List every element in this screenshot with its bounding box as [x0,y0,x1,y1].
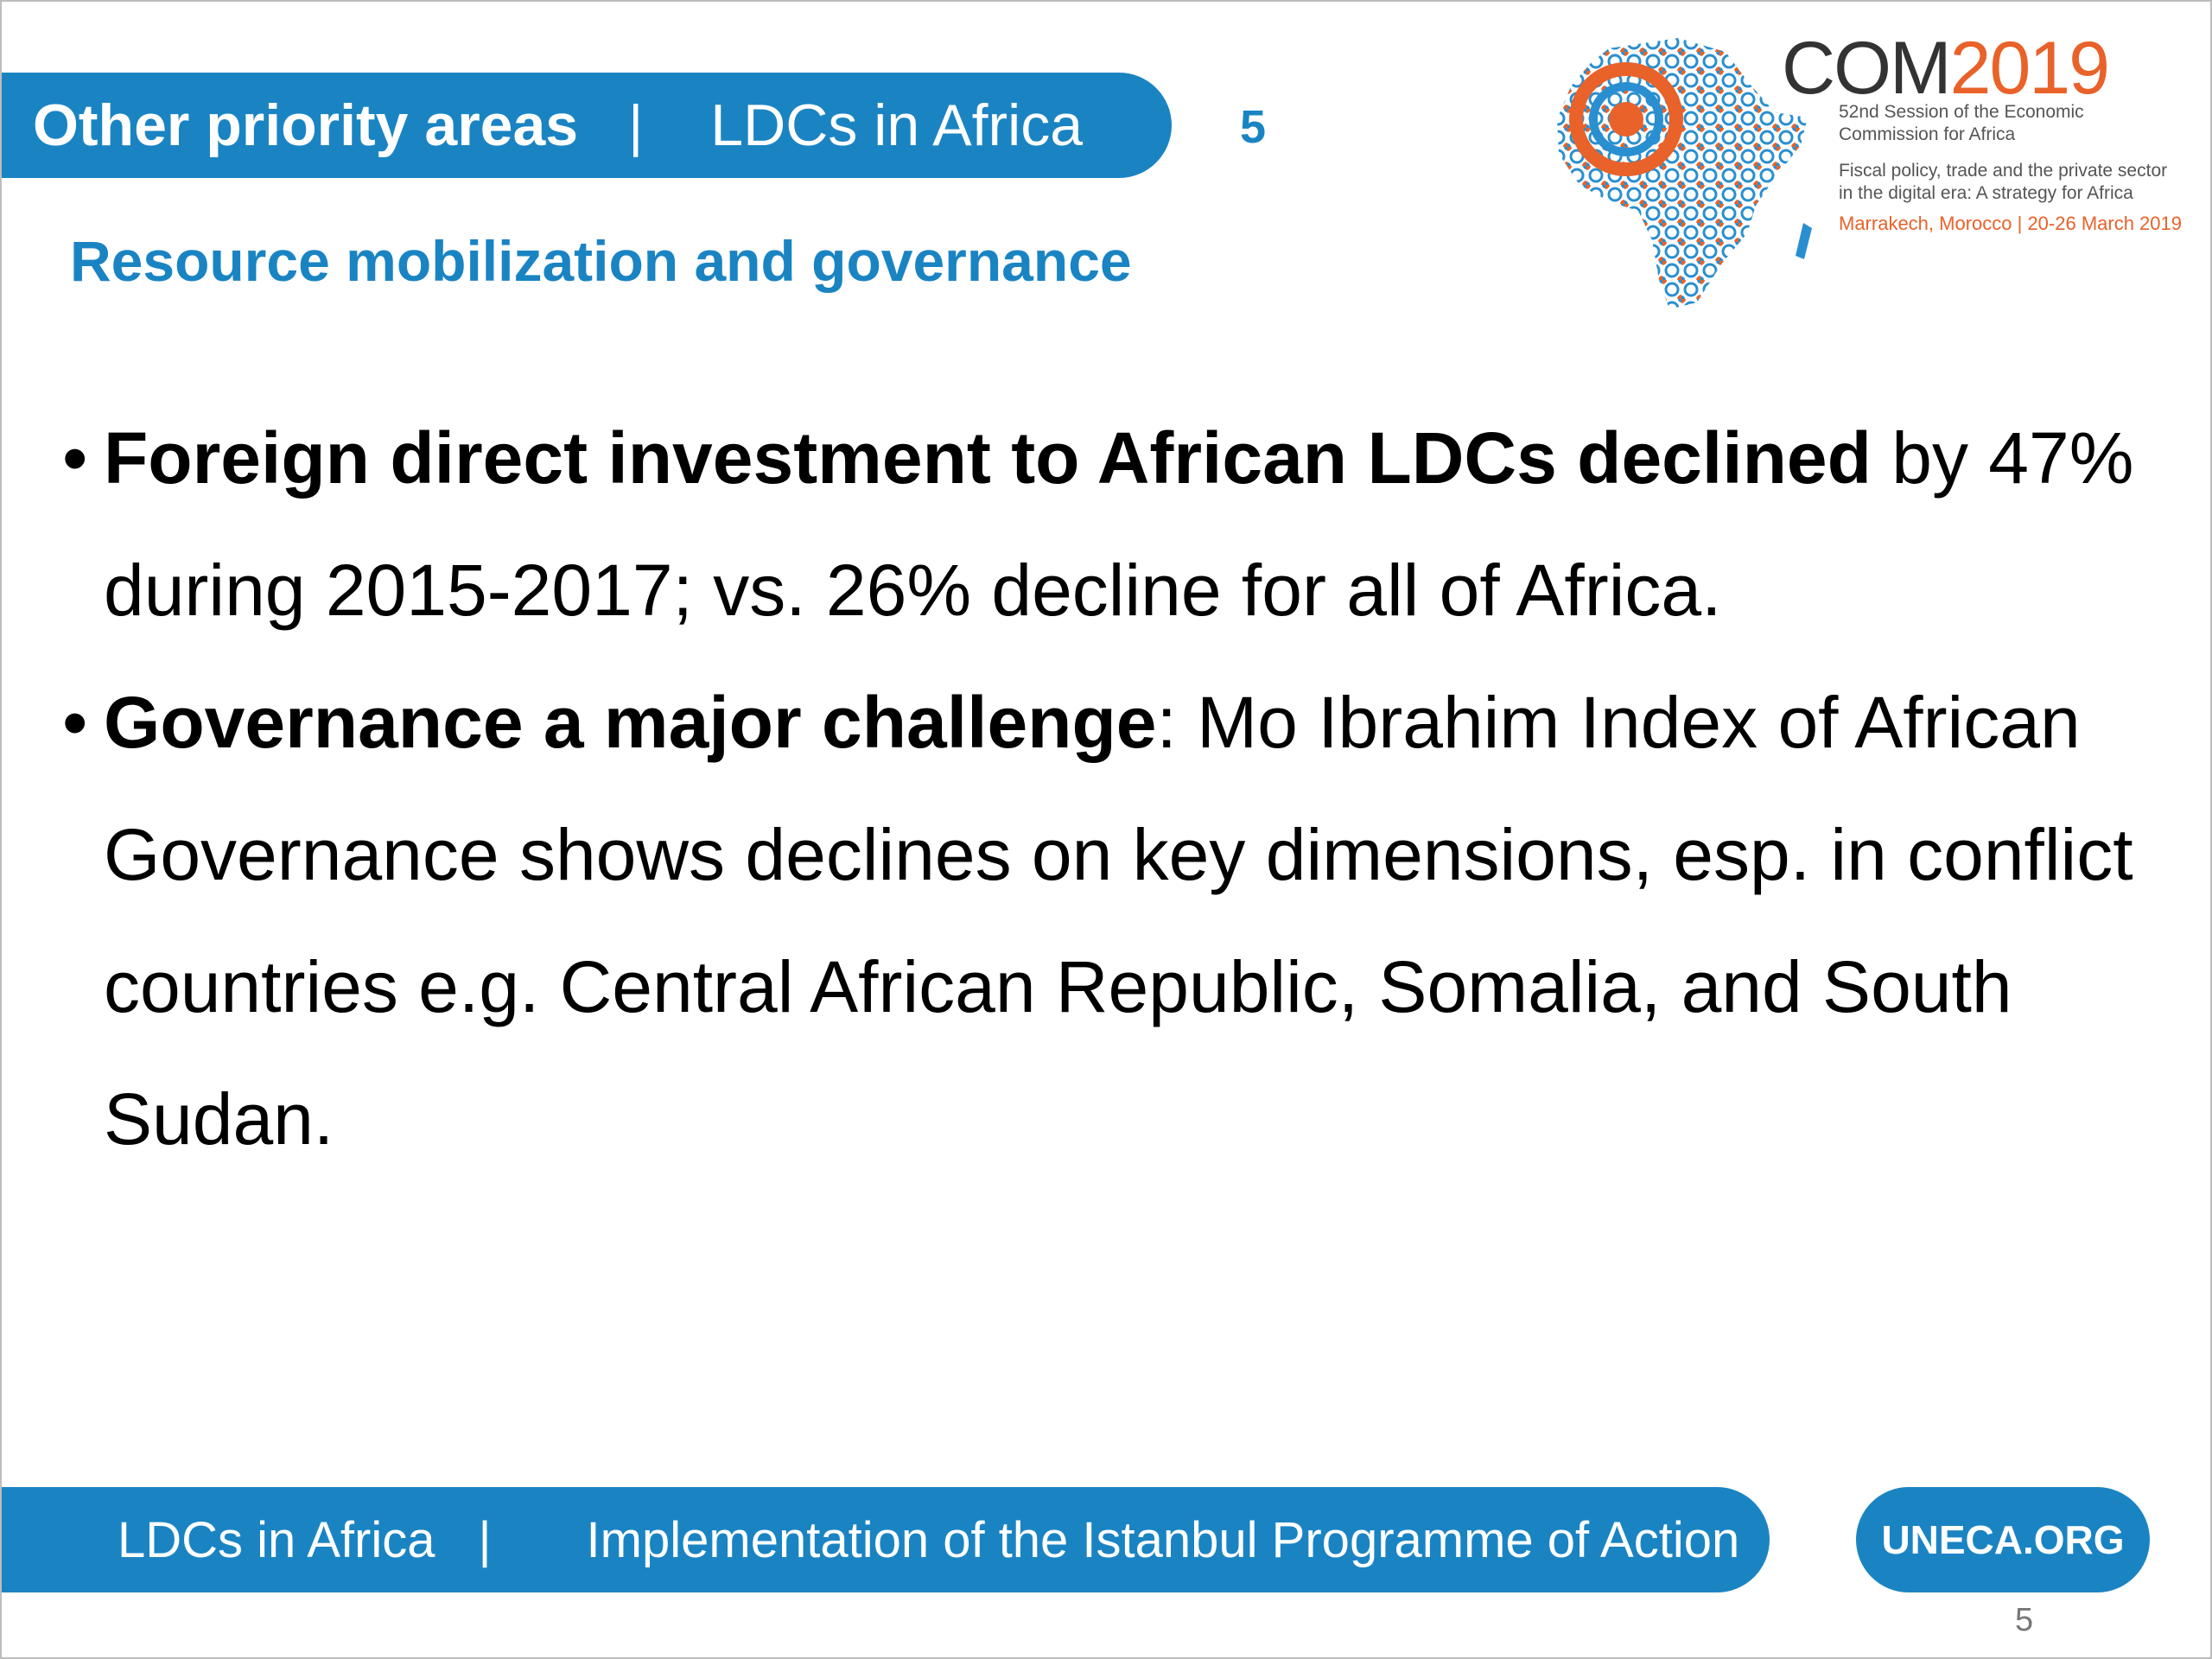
bullet-list: • Foreign direct investment to African L… [62,392,2153,1185]
bullet-bold-text: Foreign direct investment to African LDC… [104,417,1872,499]
footer-programme: Implementation of the Istanbul Programme… [586,1511,1740,1568]
logo-title-year: 2019 [1949,27,2110,110]
bullet-dot-icon: • [62,682,88,763]
footer-separator: | [478,1511,492,1568]
header-banner: Other priority areas | LDCs in Africa [2,73,1172,178]
footer-topic: LDCs in Africa [118,1511,435,1568]
header-section-title: Other priority areas [33,92,579,158]
africa-map-logo-icon [1557,38,1812,309]
logo-theme-line2: in the digital era: A strategy for Afric… [1839,183,2133,203]
bullet-item-governance: • Governance a major challenge: Mo Ibrah… [62,657,2153,1185]
header-separator: | [628,93,644,157]
bullet-regular-text: by 47% during 2015-2017; vs. 26% decline… [104,417,2134,631]
page-number: 5 [2015,1602,2034,1638]
bullet-text: Foreign direct investment to African LDC… [104,392,2153,657]
header-slide-number: 5 [1240,101,1267,153]
uneca-link-badge[interactable]: UNECA.ORG [1856,1487,2150,1592]
logo-session-line2: Commission for Africa [1839,124,2016,144]
logo-title: COM2019 [1782,26,2110,111]
bullet-dot-icon: • [62,417,88,499]
slide-subtitle: Resource mobilization and governance [70,229,1132,293]
logo-location-date: Marrakech, Morocco | 20-26 March 2019 [1839,213,2182,234]
bullet-text: Governance a major challenge: Mo Ibrahim… [104,657,2153,1185]
logo-title-prefix: COM [1782,27,1952,110]
header-topic: LDCs in Africa [710,92,1084,158]
footer-banner: LDCs in Africa | Implementation of the I… [2,1487,1770,1592]
bullet-bold-text: Governance a major challenge [104,682,1157,763]
bullet-item-fdi: • Foreign direct investment to African L… [62,392,2153,657]
bullet-regular-text: : Mo Ibrahim Index of African Governance… [104,682,2133,1160]
logo-theme-line1: Fiscal policy, trade and the private sec… [1839,161,2168,181]
logo-session-line1: 52nd Session of the Economic [1839,102,2084,122]
